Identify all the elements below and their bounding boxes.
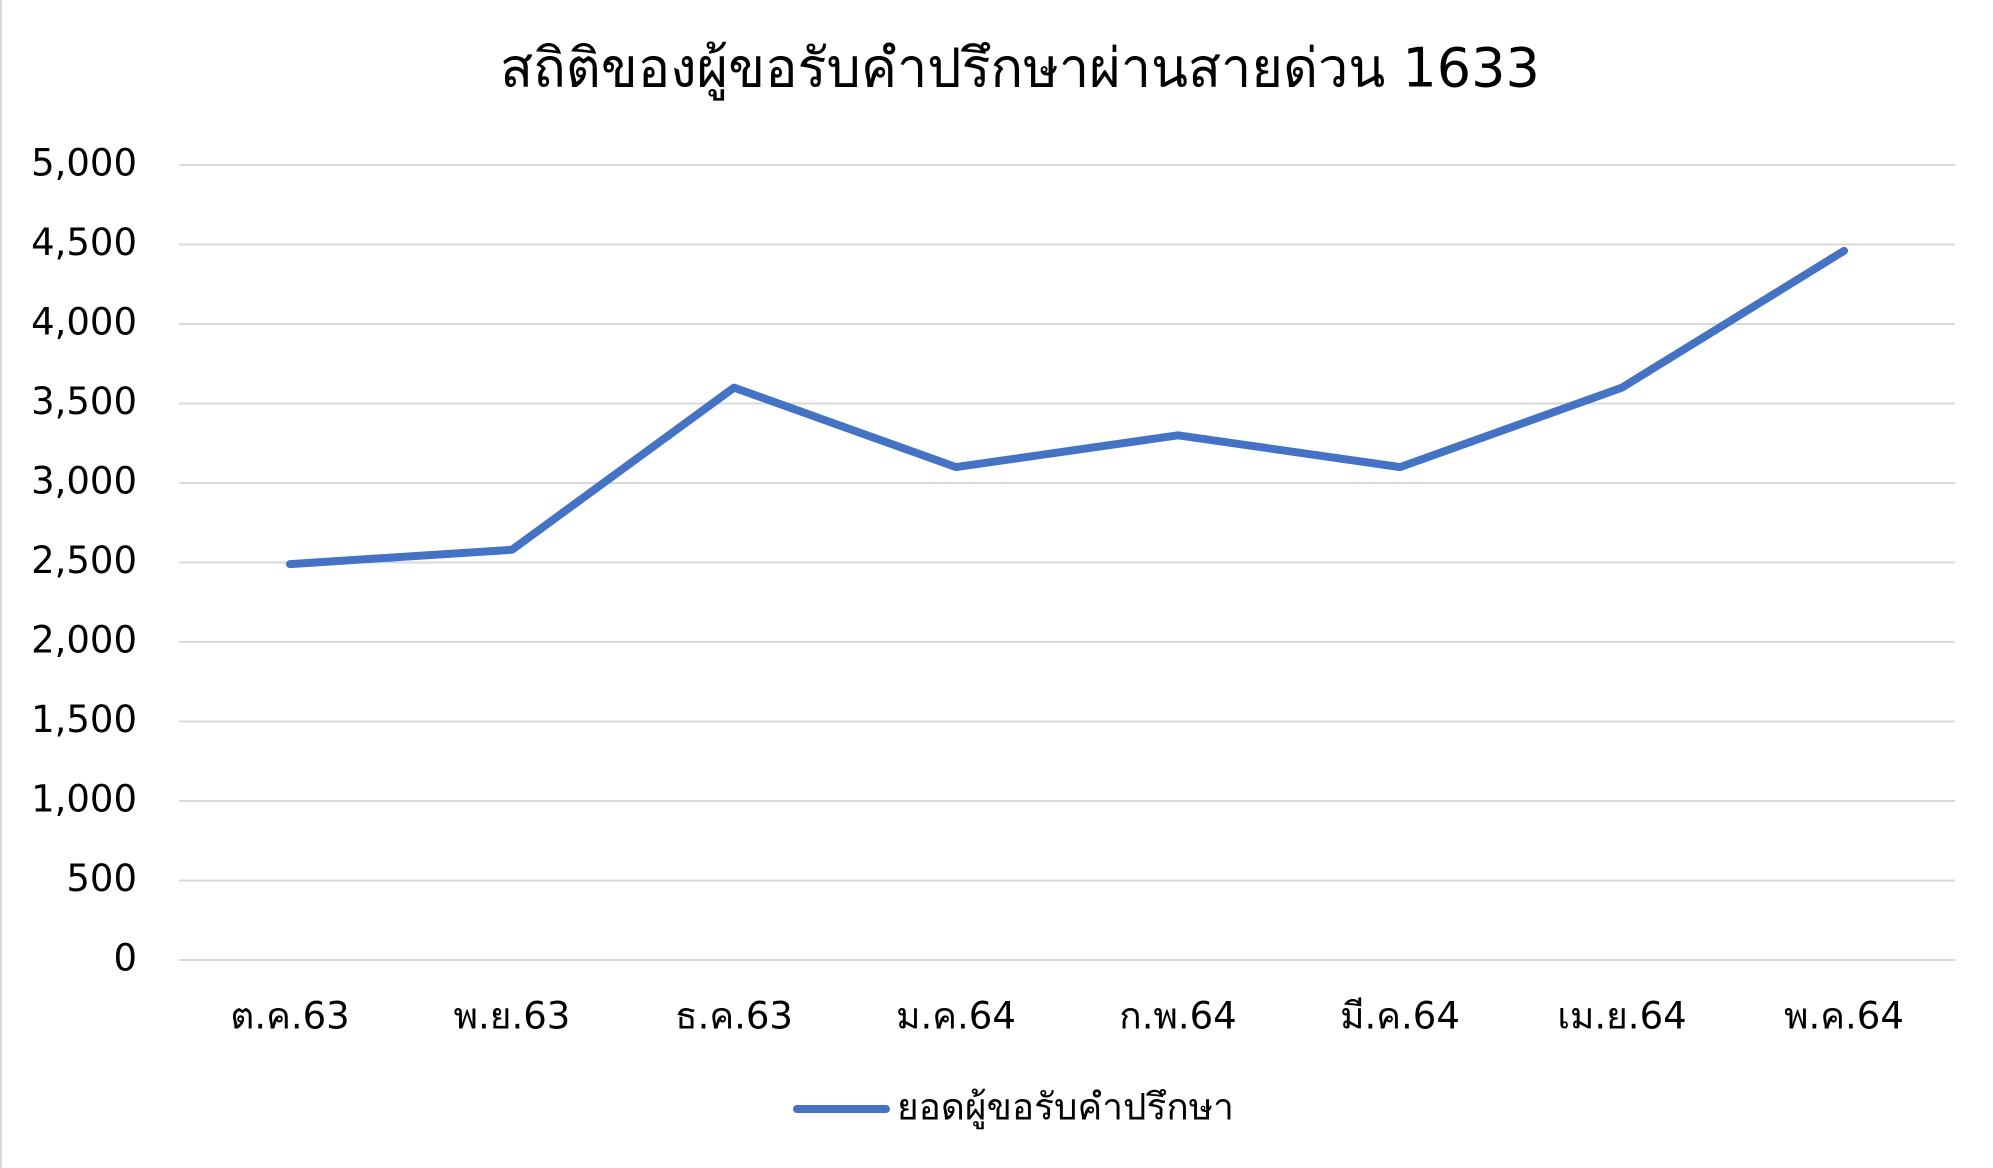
x-tick-label: ก.พ.64 — [1119, 995, 1236, 1038]
x-tick-label: ต.ค.63 — [230, 995, 349, 1038]
legend-label: ยอดผู้ขอรับคำปรึกษา — [897, 1086, 1234, 1130]
x-tick-label: ธ.ค.63 — [675, 995, 793, 1038]
x-tick-label: ม.ค.64 — [896, 995, 1016, 1038]
chart-title: สถิติของผู้ขอรับคำปรึกษาผ่านสายด่วน 1633 — [500, 37, 1540, 101]
y-tick-label: 1,500 — [31, 698, 137, 741]
y-tick-label: 3,500 — [31, 380, 137, 423]
x-tick-label: มี.ค.64 — [1340, 995, 1460, 1038]
y-tick-label: 500 — [66, 857, 137, 900]
x-tick-label: เม.ย.64 — [1557, 995, 1686, 1038]
y-tick-label: 5,000 — [31, 142, 137, 185]
y-tick-label: 1,000 — [31, 778, 137, 821]
y-tick-label: 4,000 — [31, 301, 137, 344]
x-tick-label: พ.ค.64 — [1784, 995, 1904, 1038]
y-tick-label: 2,500 — [31, 539, 137, 582]
data-line — [286, 246, 1848, 569]
y-tick-label: 3,000 — [31, 460, 137, 503]
y-tick-label: 0 — [113, 937, 137, 980]
y-tick-label: 2,000 — [31, 619, 137, 662]
y-tick-label: 4,500 — [31, 221, 137, 264]
x-tick-label: พ.ย.63 — [454, 995, 571, 1038]
